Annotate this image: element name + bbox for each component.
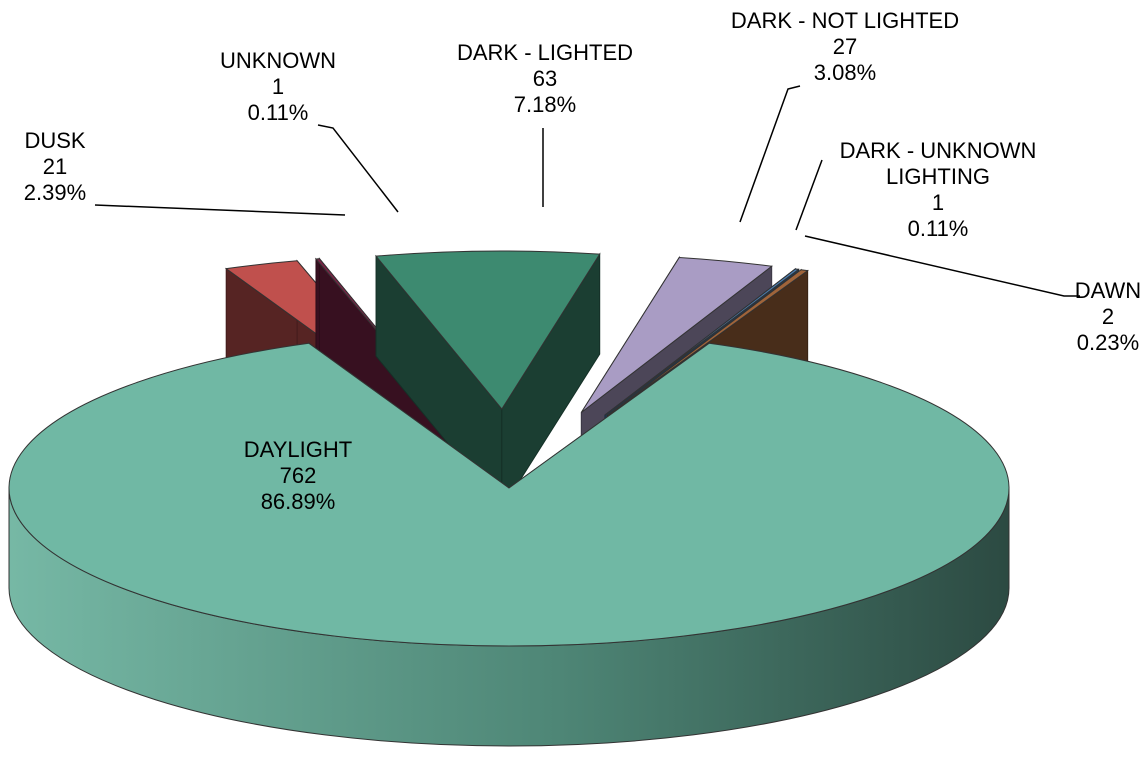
value-label: 1 [271,74,285,99]
leader-line [795,159,823,231]
slice-top [580,256,773,413]
percentage-label: 0.23% [1076,330,1140,355]
data-label: UNKNOWN 1 0.11% [198,48,358,126]
slice-top [607,269,809,416]
value-label: 2 [1101,304,1115,329]
value-label: 1 [931,190,945,215]
category-label: DARK - NOT LIGHTED [730,8,960,33]
percentage-label: 0.11% [907,216,969,241]
value-label: 762 [279,463,317,488]
percentage-label: 3.08% [813,60,877,85]
category-label: DAYLIGHT [243,437,353,462]
percentage-label: 0.11% [247,100,309,125]
leader-lines [94,85,1080,297]
value-label: 21 [42,154,68,179]
pie-slice [8,342,1010,747]
value-label: 63 [532,66,558,91]
slice-top [8,342,1010,647]
slice-top [375,250,601,410]
category-label: DUSK [24,128,86,153]
leader-line [804,235,1080,297]
percentage-label: 7.18% [513,92,577,117]
value-label: 27 [832,34,858,59]
percentage-label: 2.39% [23,180,87,205]
category-label: UNKNOWN [219,48,337,73]
data-label: DAYLIGHT 762 86.89% [178,437,418,515]
data-label: DARK - NOT LIGHTED 27 3.08% [695,8,995,86]
pie-slice [375,250,601,511]
data-label: DAWN 2 0.23% [1068,278,1148,356]
data-label: DARK - UNKNOWN LIGHTING 1 0.11% [818,138,1058,242]
category-label: DAWN [1074,278,1142,303]
leader-line [94,204,346,216]
data-label: DARK - LIGHTED 63 7.18% [425,40,665,118]
slice-top [604,268,800,416]
leader-line [739,85,801,223]
leader-line [317,124,399,213]
data-label: DUSK 21 2.39% [0,128,115,206]
percentage-label: 86.89% [260,489,336,514]
category-label: DARK - UNKNOWN LIGHTING [839,138,1037,189]
category-label: DARK - LIGHTED [456,40,634,65]
